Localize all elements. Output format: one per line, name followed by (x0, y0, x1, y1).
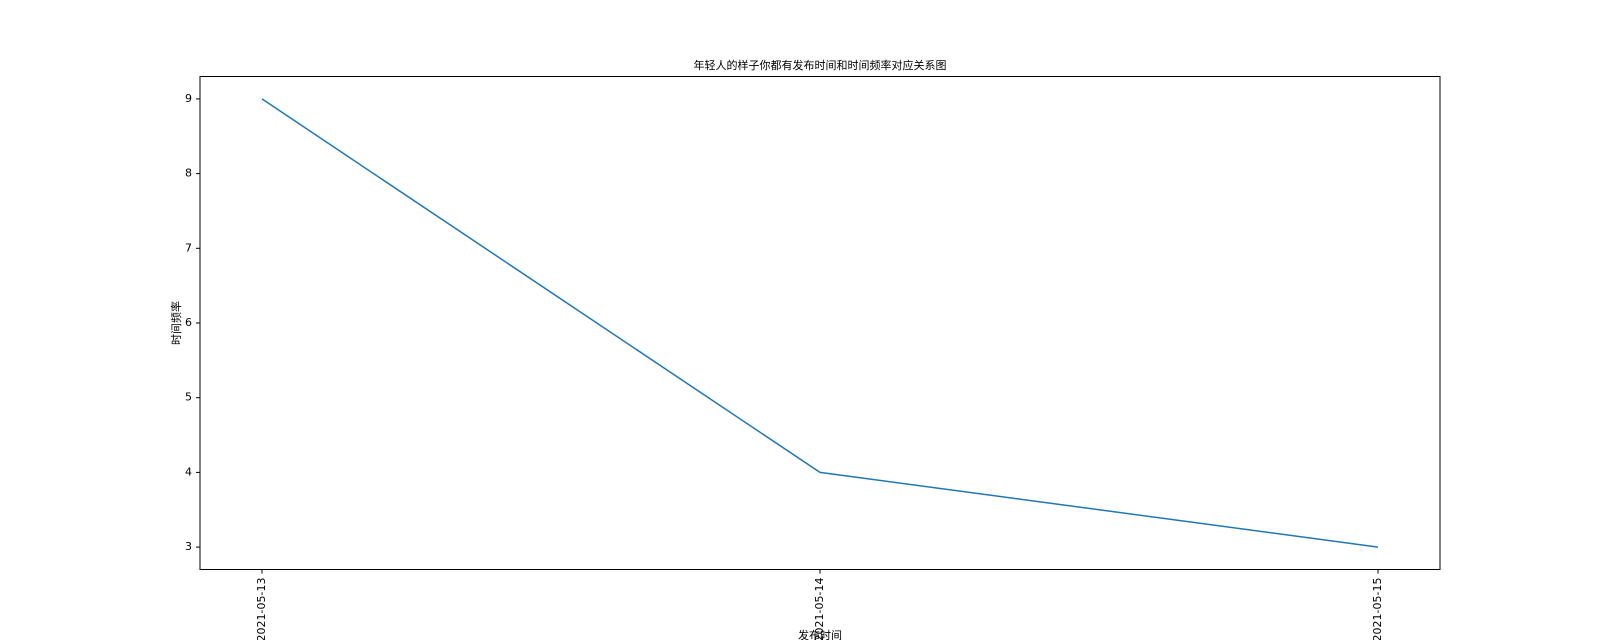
x-tick-label: 2021-05-15 (1371, 578, 1384, 640)
y-tick-label: 8 (185, 167, 192, 180)
x-tick-label: 2021-05-13 (255, 578, 268, 640)
y-tick-label: 9 (185, 92, 192, 105)
x-tick-label: 2021-05-14 (813, 578, 826, 640)
line-series (261, 98, 1379, 548)
y-tick-label: 4 (185, 465, 192, 478)
x-axis-label: 发布时间 (798, 628, 842, 640)
y-tick-label: 7 (185, 241, 192, 254)
y-tick-label: 3 (185, 540, 192, 553)
chart-title: 年轻人的样子你都有发布时间和时间频率对应关系图 (694, 58, 947, 72)
plot-frame (199, 76, 1441, 570)
y-tick-label: 6 (185, 316, 192, 329)
y-tick-label: 5 (185, 391, 192, 404)
y-axis-label: 时间频率 (169, 301, 183, 345)
